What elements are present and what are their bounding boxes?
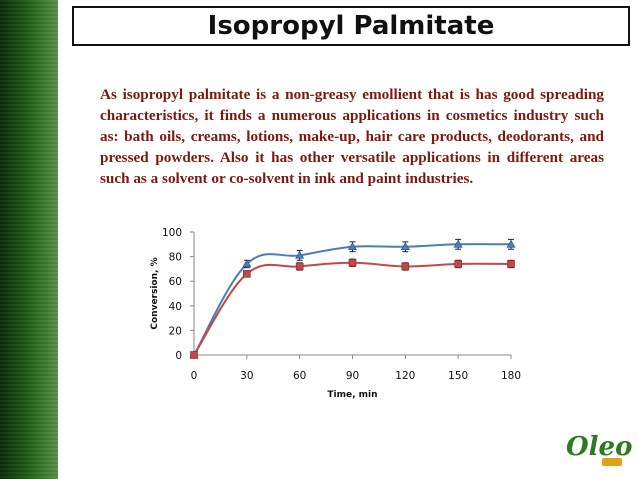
data-point bbox=[507, 260, 515, 268]
title-box: Isopropyl Palmitate bbox=[72, 6, 630, 46]
side-decoration-band bbox=[0, 0, 58, 479]
chart-series bbox=[189, 238, 516, 359]
data-point bbox=[401, 262, 410, 271]
series-2-line bbox=[193, 261, 512, 356]
data-point bbox=[506, 239, 516, 248]
x-tick-label: 0 bbox=[191, 370, 198, 382]
data-point bbox=[347, 242, 358, 251]
logo-tag-shape bbox=[602, 458, 622, 466]
series-2 bbox=[190, 258, 515, 359]
x-tick-label: 30 bbox=[240, 370, 253, 382]
data-point bbox=[348, 258, 357, 267]
data-point bbox=[243, 270, 251, 278]
x-axis-title: Time, min bbox=[327, 390, 377, 400]
x-tick-label: 150 bbox=[448, 370, 468, 382]
x-tick-label: 120 bbox=[395, 370, 415, 382]
logo-wordmark: Oleo bbox=[566, 432, 633, 462]
oleo-logo: Oleo bbox=[566, 432, 633, 472]
data-point bbox=[190, 351, 198, 359]
y-tick-label: 0 bbox=[175, 350, 182, 362]
series-1 bbox=[189, 238, 516, 359]
y-tick-label: 100 bbox=[162, 227, 182, 239]
data-point bbox=[242, 259, 252, 268]
x-tick-label: 180 bbox=[501, 370, 521, 382]
y-tick-label: 80 bbox=[169, 252, 182, 264]
body-paragraph: As isopropyl palmitate is a non-greasy e… bbox=[100, 86, 604, 187]
x-tick-label: 90 bbox=[346, 370, 359, 382]
data-point bbox=[295, 262, 304, 271]
data-point bbox=[400, 242, 410, 251]
data-point bbox=[454, 260, 462, 268]
chart-ticks: 0 20 40 60 80 100 0 30 60 90 120 150 180 bbox=[162, 227, 521, 382]
x-tick-label: 60 bbox=[293, 370, 306, 382]
data-point bbox=[453, 239, 463, 248]
data-point bbox=[295, 250, 305, 259]
y-tick-label: 60 bbox=[169, 276, 182, 288]
y-axis-title: Conversion, % bbox=[150, 257, 160, 329]
y-tick-label: 20 bbox=[169, 325, 182, 337]
slide-title: Isopropyl Palmitate bbox=[207, 11, 495, 41]
y-tick-label: 40 bbox=[169, 301, 182, 313]
